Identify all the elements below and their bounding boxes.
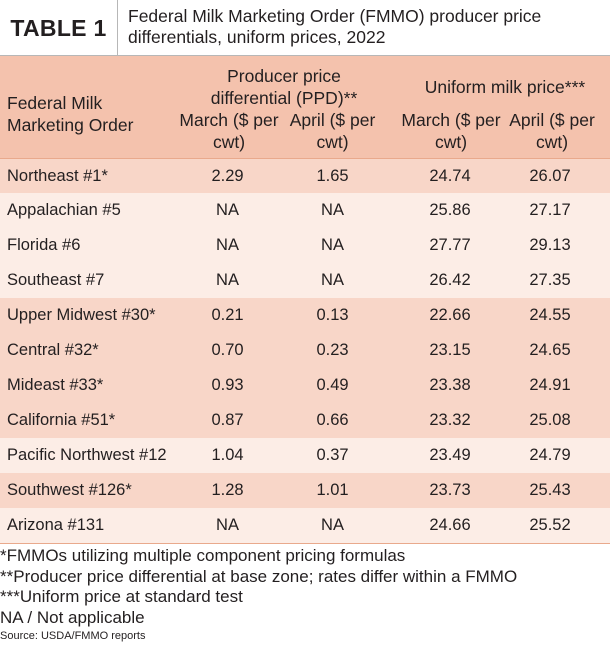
order-name: Upper Midwest #30* bbox=[7, 306, 156, 324]
ppd-april: 0.13 bbox=[316, 306, 349, 324]
ppd-march: 1.28 bbox=[211, 481, 244, 499]
ppd-april: 0.49 bbox=[316, 376, 349, 394]
uniform-march: 24.66 bbox=[429, 516, 471, 534]
ppd-april: NA bbox=[321, 516, 344, 534]
uniform-march: 23.15 bbox=[429, 341, 471, 359]
uniform-march: 23.32 bbox=[429, 411, 471, 429]
table-row: Upper Midwest #30* 0.21 0.13 22.66 24.55 bbox=[0, 298, 610, 333]
ppd-march: 1.04 bbox=[211, 446, 244, 464]
uniform-april: 24.91 bbox=[529, 376, 571, 394]
header-ppd-april: April ($ per cwt) bbox=[289, 110, 376, 152]
ppd-april: 1.65 bbox=[316, 167, 349, 185]
ppd-april: 0.66 bbox=[316, 411, 349, 429]
order-name: Northeast #1* bbox=[7, 167, 108, 185]
footnote: NA / Not applicable bbox=[0, 607, 145, 627]
uniform-march: 22.66 bbox=[429, 306, 471, 324]
uniform-april: 27.35 bbox=[529, 271, 571, 289]
uniform-april: 25.43 bbox=[529, 481, 571, 499]
uniform-march: 24.74 bbox=[429, 167, 471, 185]
table-row: Southwest #126* 1.28 1.01 23.73 25.43 bbox=[0, 473, 610, 508]
ppd-april: 0.23 bbox=[316, 341, 349, 359]
order-name: Florida #6 bbox=[7, 236, 81, 254]
order-name: Mideast #33* bbox=[7, 376, 104, 394]
uniform-april: 29.13 bbox=[529, 236, 571, 254]
ppd-march: 2.29 bbox=[211, 167, 244, 185]
uniform-march: 27.77 bbox=[429, 236, 471, 254]
header-ppd-group: Producer price differential (PPD)** bbox=[210, 66, 358, 108]
table-body: Northeast #1* 2.29 1.65 24.74 26.07 Appa… bbox=[0, 158, 610, 543]
table-row: Pacific Northwest #12 1.04 0.37 23.49 24… bbox=[0, 438, 610, 473]
uniform-march: 23.49 bbox=[429, 446, 471, 464]
header-ppd-march: March ($ per cwt) bbox=[179, 110, 279, 152]
table-row: Arizona #131 NA NA 24.66 25.52 bbox=[0, 508, 610, 543]
ppd-april: NA bbox=[321, 271, 344, 289]
table-row: Florida #6 NA NA 27.77 29.13 bbox=[0, 228, 610, 263]
uniform-april: 25.52 bbox=[529, 516, 571, 534]
ppd-april: 0.37 bbox=[316, 446, 349, 464]
ppd-march: NA bbox=[216, 271, 239, 289]
uniform-march: 26.42 bbox=[429, 271, 471, 289]
header-uniform-april: April ($ per cwt) bbox=[509, 110, 595, 152]
uniform-april: 24.79 bbox=[529, 446, 571, 464]
uniform-april: 25.08 bbox=[529, 411, 571, 429]
uniform-april: 24.65 bbox=[529, 341, 571, 359]
table-row: Mideast #33* 0.93 0.49 23.38 24.91 bbox=[0, 368, 610, 403]
ppd-april: NA bbox=[321, 236, 344, 254]
order-name: Southwest #126* bbox=[7, 481, 132, 499]
order-name: Appalachian #5 bbox=[7, 201, 121, 219]
ppd-march: NA bbox=[216, 201, 239, 219]
order-name: California #51* bbox=[7, 411, 116, 429]
ppd-march: 0.87 bbox=[211, 411, 244, 429]
table-row: Northeast #1* 2.29 1.65 24.74 26.07 bbox=[0, 158, 610, 193]
header-order-column: Federal Milk Marketing Order bbox=[7, 93, 134, 135]
ppd-march: 0.21 bbox=[211, 306, 244, 324]
footnote: **Producer price differential at base zo… bbox=[0, 566, 518, 586]
uniform-march: 23.73 bbox=[429, 481, 471, 499]
ppd-march: NA bbox=[216, 516, 239, 534]
table-title-bar: TABLE 1 Federal Milk Marketing Order (FM… bbox=[0, 0, 610, 56]
table-title: Federal Milk Marketing Order (FMMO) prod… bbox=[128, 6, 542, 47]
ppd-april: 1.01 bbox=[316, 481, 349, 499]
order-name: Pacific Northwest #12 bbox=[7, 446, 167, 464]
order-name: Arizona #131 bbox=[7, 516, 105, 534]
ppd-march: 0.93 bbox=[211, 376, 244, 394]
table-row: Central #32* 0.70 0.23 23.15 24.65 bbox=[0, 333, 610, 368]
order-name: Southeast #7 bbox=[7, 271, 105, 289]
order-name: Central #32* bbox=[7, 341, 99, 359]
table-label: TABLE 1 bbox=[0, 0, 118, 56]
table-row: Southeast #7 NA NA 26.42 27.35 bbox=[0, 263, 610, 298]
header-uniform-march: March ($ per cwt) bbox=[401, 110, 501, 152]
table-row: California #51* 0.87 0.66 23.32 25.08 bbox=[0, 403, 610, 438]
footnote: *FMMOs utilizing multiple component pric… bbox=[0, 546, 406, 565]
uniform-april: 24.55 bbox=[529, 306, 571, 324]
ppd-april: NA bbox=[321, 201, 344, 219]
uniform-march: 23.38 bbox=[429, 376, 471, 394]
header-uniform-group: Uniform milk price*** bbox=[424, 77, 586, 97]
uniform-april: 27.17 bbox=[529, 201, 571, 219]
table-row: Appalachian #5 NA NA 25.86 27.17 bbox=[0, 193, 610, 228]
uniform-april: 26.07 bbox=[529, 167, 571, 185]
table-header: Producer price differential (PPD)** Unif… bbox=[0, 56, 610, 158]
footnote: ***Uniform price at standard test bbox=[0, 587, 243, 606]
footnotes: *FMMOs utilizing multiple component pric… bbox=[0, 546, 610, 643]
ppd-march: NA bbox=[216, 236, 239, 254]
table-bottom-rule bbox=[0, 543, 610, 544]
ppd-march: 0.70 bbox=[211, 341, 244, 359]
source-note: Source: USDA/FMMO reports bbox=[0, 630, 146, 642]
uniform-march: 25.86 bbox=[429, 201, 471, 219]
